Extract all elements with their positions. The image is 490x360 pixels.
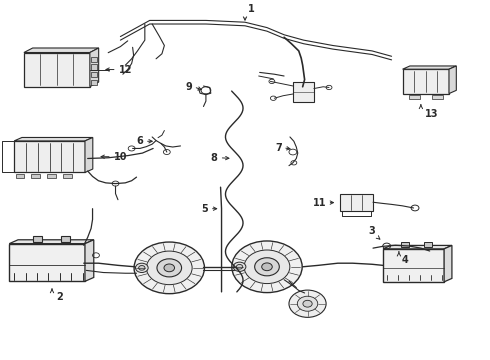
Circle shape [147,251,192,285]
Text: 2: 2 [56,292,63,302]
Circle shape [244,250,290,284]
Bar [383,249,444,282]
Circle shape [233,262,246,271]
Text: 5: 5 [201,204,208,214]
Circle shape [157,259,182,277]
Polygon shape [444,246,452,282]
Text: 9: 9 [186,82,192,92]
Polygon shape [24,48,98,53]
Polygon shape [9,240,94,244]
Bar [63,174,72,178]
Text: 8: 8 [211,153,218,163]
Circle shape [262,263,272,271]
Bar [424,242,432,247]
Circle shape [297,296,318,311]
Bar [91,72,97,77]
Circle shape [139,266,145,270]
Circle shape [289,290,326,318]
Bar [91,80,97,85]
Bar [403,69,449,94]
Bar [31,174,40,178]
Circle shape [164,264,174,272]
Text: 4: 4 [401,255,408,265]
Polygon shape [383,246,452,249]
Text: 12: 12 [119,64,133,75]
Bar [401,242,409,247]
Bar [16,174,24,178]
Polygon shape [14,138,93,141]
Bar [47,174,56,178]
Bar [14,141,85,172]
Bar [432,95,443,99]
Text: 13: 13 [425,109,439,119]
Polygon shape [85,138,93,172]
Bar [33,236,42,242]
Bar [91,57,97,62]
Circle shape [255,258,279,276]
Bar [24,53,90,87]
Bar [9,244,85,281]
Circle shape [303,300,312,307]
Polygon shape [403,66,456,69]
Bar [409,95,419,99]
Bar [294,82,314,102]
Text: 6: 6 [137,136,144,146]
Bar [91,64,97,70]
Text: 11: 11 [313,198,326,208]
Text: 3: 3 [368,226,375,235]
Circle shape [232,241,302,293]
Circle shape [136,263,148,273]
Bar [61,236,70,242]
Text: 7: 7 [275,143,282,153]
Text: 10: 10 [114,152,128,162]
Text: 1: 1 [248,4,255,14]
Bar [340,194,373,211]
Polygon shape [449,66,456,94]
Circle shape [134,242,204,294]
Polygon shape [85,240,94,281]
Circle shape [236,265,243,269]
Polygon shape [90,48,98,87]
